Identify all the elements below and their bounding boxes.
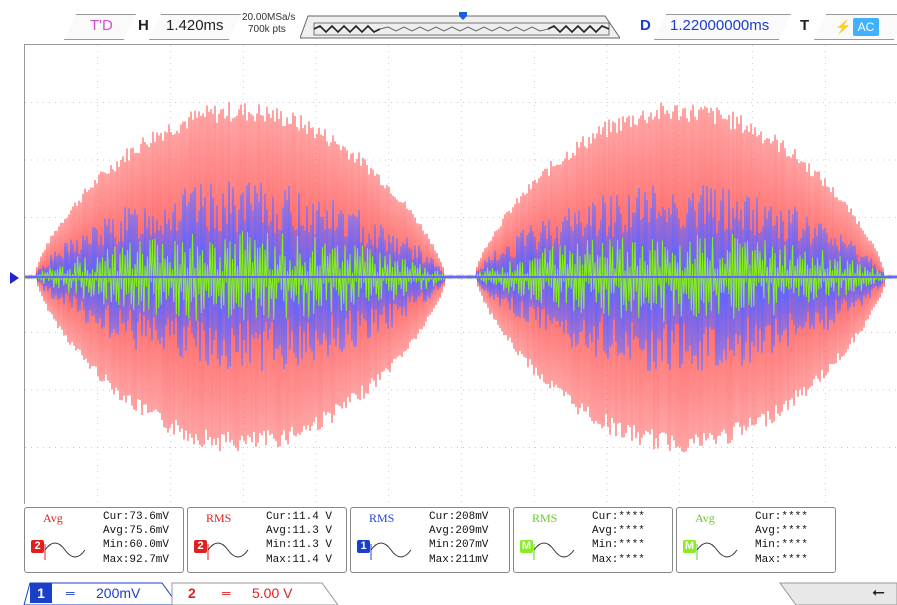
usb-icon: ⭠ (872, 584, 885, 601)
channel-2-number[interactable]: 2 (188, 585, 196, 601)
channel-2-scale[interactable]: 5.00 V (252, 585, 293, 601)
channel-bar-frame (23, 582, 897, 605)
timebase-value[interactable]: 1.420ms (166, 17, 224, 34)
measurement-current: Cur:73.6mV (103, 511, 170, 523)
ground-marker-icon[interactable] (10, 272, 19, 284)
measurement-maximum: Max:11.4 V (266, 554, 333, 566)
horizontal-label: H (138, 17, 149, 34)
measurement-average: Avg:75.6mV (103, 525, 170, 537)
measurement-wave-icon (370, 542, 412, 560)
measurement-minimum: Min:60.0mV (103, 539, 170, 551)
measurement-type: RMS (369, 511, 395, 525)
measurement-panel-1[interactable]: Avg 2 Cur:73.6mV Avg:75.6mV Min:60.0mV M… (24, 507, 184, 573)
measurement-type: RMS (206, 511, 232, 525)
memory-depth: 700k pts (248, 24, 286, 35)
measurement-current: Cur:**** (592, 511, 645, 523)
trigger-edge-icon: ⚡ (835, 19, 852, 34)
measurement-minimum: Min:11.3 V (266, 539, 333, 551)
channel-badge: 2 (194, 540, 207, 553)
trigger-coupling[interactable]: AC (853, 18, 879, 36)
measurement-maximum: Max:**** (755, 554, 808, 566)
channel-1-coupling-icon: ═ (66, 586, 75, 600)
measurement-average: Avg:11.3 V (266, 525, 333, 537)
measurement-average: Avg:209mV (429, 525, 489, 537)
measurement-minimum: Min:**** (755, 539, 808, 551)
trigger-status[interactable]: T'D (90, 17, 113, 34)
measurement-type: Avg (43, 511, 63, 525)
waveform-canvas (24, 45, 897, 505)
measurement-minimum: Min:**** (592, 539, 645, 551)
measurement-maximum: Max:**** (592, 554, 645, 566)
channel-badge: 1 (357, 540, 370, 553)
top-status-bar: T'D H 1.420ms 20.00MSa/s 700k pts D 1.22… (0, 0, 897, 44)
measurement-current: Cur:208mV (429, 511, 489, 523)
measurement-panel-3[interactable]: RMS 1 Cur:208mV Avg:209mV Min:207mV Max:… (350, 507, 510, 573)
measurement-type: Avg (695, 511, 715, 525)
waveform-display[interactable] (24, 44, 897, 505)
delay-value[interactable]: 1.22000000ms (670, 17, 770, 34)
measurement-current: Cur:11.4 V (266, 511, 333, 523)
trigger-position-icon (459, 12, 467, 20)
channel-2-coupling-icon: ═ (222, 586, 231, 600)
channel-badge: M (683, 540, 696, 553)
measurement-panel-2[interactable]: RMS 2 Cur:11.4 V Avg:11.3 V Min:11.3 V M… (187, 507, 347, 573)
memory-waveform-bar[interactable] (300, 10, 620, 42)
measurement-maximum: Max:211mV (429, 554, 489, 566)
measurement-wave-icon (207, 542, 249, 560)
delay-label: D (640, 17, 651, 34)
trigger-label: T (800, 17, 810, 34)
measurement-average: Avg:**** (755, 525, 808, 537)
measurement-average: Avg:**** (592, 525, 645, 537)
channel-bar: 1 ═ 200mV 2 ═ 5.00 V ⭠ (0, 581, 897, 605)
measurement-panel-5[interactable]: Avg M Cur:**** Avg:**** Min:**** Max:***… (676, 507, 836, 573)
measurement-minimum: Min:207mV (429, 539, 489, 551)
measurement-wave-icon (696, 542, 738, 560)
measurement-panel-4[interactable]: RMS M Cur:**** Avg:**** Min:**** Max:***… (513, 507, 673, 573)
sample-rate: 20.00MSa/s (242, 12, 296, 23)
channel-badge: M (520, 540, 533, 553)
channel-1-number[interactable]: 1 (30, 583, 52, 603)
channel-badge: 2 (31, 540, 44, 553)
measurement-maximum: Max:92.7mV (103, 554, 170, 566)
acquisition-info: 20.00MSa/s 700k pts (242, 12, 295, 36)
measurement-wave-icon (44, 542, 86, 560)
measurement-current: Cur:**** (755, 511, 808, 523)
channel-1-scale[interactable]: 200mV (96, 585, 141, 601)
measurement-wave-icon (533, 542, 575, 560)
measurement-type: RMS (532, 511, 558, 525)
